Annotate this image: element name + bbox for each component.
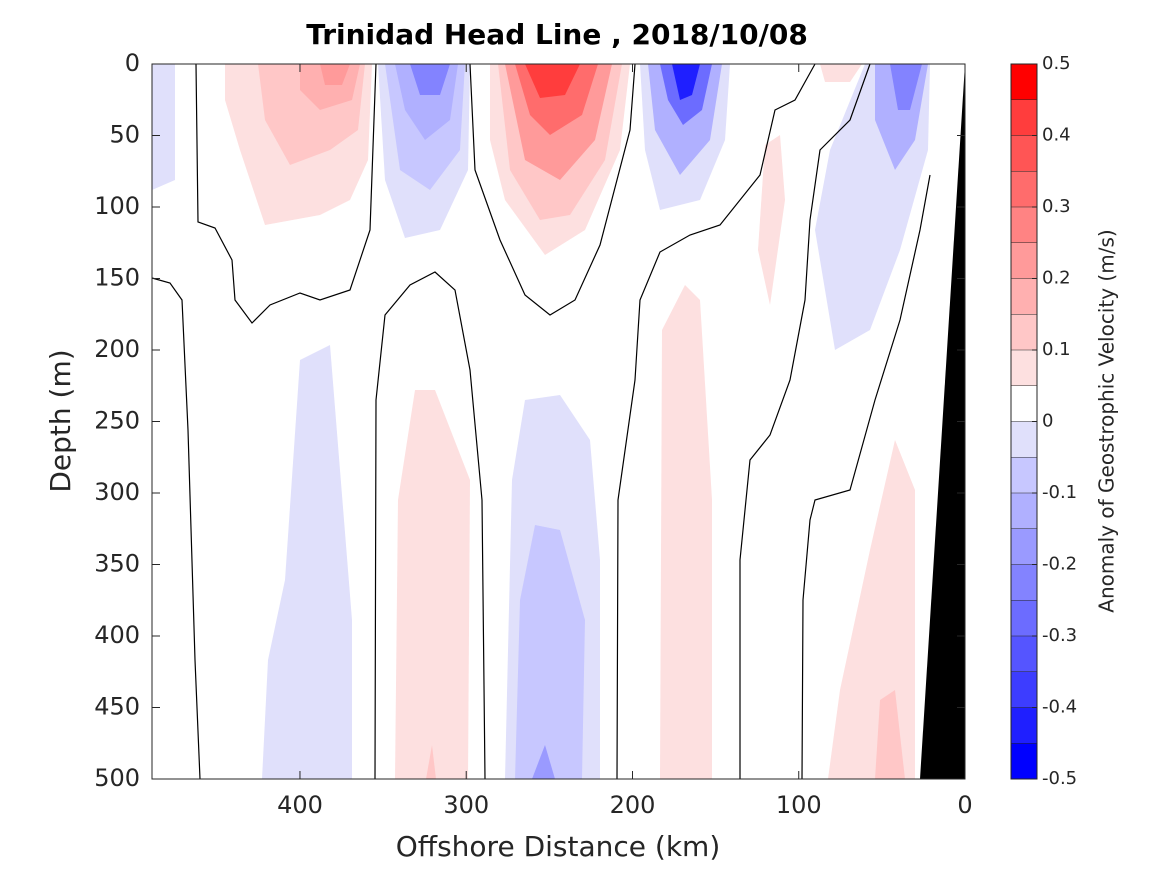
y-tick-label: 50 — [109, 121, 140, 149]
colorbar-band — [1011, 743, 1037, 779]
colorbar-band — [1011, 207, 1037, 243]
y-tick-label: 0 — [125, 49, 140, 77]
colorbar-tick-label: 0 — [1042, 411, 1053, 432]
y-tick-label: 100 — [94, 192, 140, 220]
y-tick-label: 450 — [94, 693, 140, 721]
colorbar-band — [1011, 314, 1037, 350]
colorbar-band — [1011, 171, 1037, 207]
x-tick-label: 300 — [443, 791, 489, 819]
colorbar-tick-label: 0.5 — [1042, 53, 1071, 74]
colorbar-band — [1011, 99, 1037, 136]
colorbar-band — [1011, 350, 1037, 386]
colorbar-tick-label: 0.2 — [1042, 268, 1071, 289]
y-tick-label: 500 — [94, 764, 140, 792]
colorbar-tick-label: -0.1 — [1042, 482, 1077, 503]
x-axis-label: Offshore Distance (km) — [396, 830, 721, 863]
colorbar-band — [1011, 421, 1037, 458]
x-tick-label: 400 — [277, 791, 323, 819]
colorbar-tick-label: 0.4 — [1042, 125, 1071, 146]
colorbar-band — [1011, 600, 1037, 636]
contour-field — [152, 64, 965, 779]
colorbar-band — [1011, 671, 1037, 708]
colorbar-label: Anomaly of Geostrophic Velocity (m/s) — [1095, 229, 1119, 612]
colorbar-tick-label: -0.4 — [1042, 697, 1077, 718]
colorbar-tick-label: 0.1 — [1042, 339, 1071, 360]
colorbar-band — [1011, 278, 1037, 315]
colorbar-band — [1011, 457, 1037, 493]
y-tick-label: 250 — [94, 407, 140, 435]
y-tick-label: 150 — [94, 264, 140, 292]
y-tick-label: 200 — [94, 335, 140, 363]
x-tick-label: 100 — [776, 791, 822, 819]
y-tick-label: 350 — [94, 550, 140, 578]
colorbar-tick-label: -0.3 — [1042, 625, 1077, 646]
colorbar-tick-label: -0.5 — [1042, 768, 1077, 789]
y-axis-label: Depth (m) — [44, 349, 77, 492]
y-tick-label: 400 — [94, 621, 140, 649]
colorbar-band — [1011, 493, 1037, 529]
y-tick-label: 300 — [94, 478, 140, 506]
colorbar-tick-label: 0.3 — [1042, 196, 1071, 217]
chart-title: Trinidad Head Line , 2018/10/08 — [306, 18, 808, 51]
colorbar-band — [1011, 528, 1037, 565]
colorbar-band — [1011, 707, 1037, 744]
colorbar-band — [1011, 64, 1037, 100]
colorbar-band — [1011, 564, 1037, 601]
colorbar-band — [1011, 135, 1037, 172]
colorbar-band — [1011, 242, 1037, 279]
contour-lines — [151, 63, 931, 780]
x-tick-label: 200 — [610, 791, 656, 819]
colorbar-band — [1011, 636, 1037, 672]
colorbar-tick-label: -0.2 — [1042, 554, 1077, 575]
x-tick-label: 0 — [957, 791, 972, 819]
colorbar-band — [1011, 385, 1037, 422]
